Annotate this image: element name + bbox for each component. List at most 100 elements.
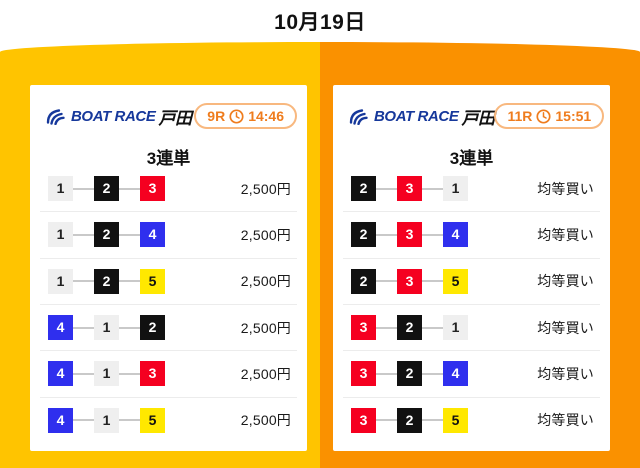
date-header: 10月19日: [274, 11, 366, 34]
boat-number-chip-3: 3: [140, 361, 165, 387]
boat-number-chip-2: 2: [94, 176, 119, 202]
boat-number-chip-1: 1: [94, 407, 119, 433]
connector-line: [119, 280, 140, 283]
race-badge: 9R 14:46: [194, 103, 297, 129]
boat-number-chip-5: 5: [140, 268, 165, 294]
boat-number-chip-1: 1: [48, 222, 73, 248]
boat-number-chip-4: 4: [48, 315, 73, 341]
connector-line: [119, 233, 140, 236]
boat-race-logo: BOAT RACE 戸田: [349, 104, 495, 129]
bet-value: 均等買い: [537, 226, 594, 243]
race-number: 11R: [507, 108, 533, 124]
boat-race-swoosh-icon: [46, 108, 66, 125]
connector-line: [119, 419, 140, 422]
boat-number-chip-3: 3: [351, 361, 376, 387]
bet-value: 均等買い: [537, 273, 594, 290]
race-card-left: BOAT RACE 戸田 9R 14:46 3連単 1 2 3 2,500円 1 2 4 2,…: [30, 85, 307, 451]
connector-line: [376, 280, 397, 283]
race-badge: 11R 15:51: [494, 103, 605, 129]
connector-line: [73, 187, 94, 190]
bet-row: 4 1 2 2,500円: [40, 303, 297, 350]
bet-rows-list: 1 2 3 2,500円 1 2 4 2,500円 1 2 5 2,500円 4 1 2 2,500円 4 1 3 2…: [30, 166, 307, 443]
connector-line: [376, 326, 397, 329]
connector-line: [422, 187, 443, 190]
bet-row: 2 3 1 均等買い: [343, 166, 600, 211]
boat-number-chip-1: 1: [443, 176, 468, 202]
connector-line: [119, 326, 140, 329]
boat-number-chip-1: 1: [94, 361, 119, 387]
connector-line: [73, 372, 94, 375]
boat-number-chip-4: 4: [443, 361, 468, 387]
venue-text: 戸田: [461, 108, 495, 128]
bet-row: 1 2 5 2,500円: [40, 257, 297, 304]
brand-text: BOAT RACE: [71, 107, 156, 125]
clock-icon: [536, 108, 551, 124]
card-header: BOAT RACE 戸田 9R 14:46: [30, 85, 307, 130]
connector-line: [73, 280, 94, 283]
boat-number-chip-3: 3: [140, 176, 165, 202]
boat-number-chip-4: 4: [48, 407, 73, 433]
boat-number-chip-2: 2: [351, 222, 376, 248]
connector-line: [119, 187, 140, 190]
boat-number-chip-3: 3: [351, 407, 376, 433]
bet-row: 3 2 1 均等買い: [343, 303, 600, 350]
bet-row: 2 3 4 均等買い: [343, 211, 600, 257]
bet-row: 3 2 4 均等買い: [343, 350, 600, 396]
connector-line: [422, 326, 443, 329]
connector-line: [73, 419, 94, 422]
connector-line: [376, 187, 397, 190]
boat-number-chip-5: 5: [443, 268, 468, 294]
bet-value: 均等買い: [537, 180, 594, 197]
connector-line: [376, 233, 397, 236]
bet-value: 2,500円: [240, 412, 291, 429]
bet-value: 2,500円: [240, 365, 291, 382]
bet-row: 3 2 5 均等買い: [343, 396, 600, 443]
boat-number-chip-1: 1: [48, 176, 73, 202]
connector-line: [73, 326, 94, 329]
boat-number-chip-2: 2: [140, 315, 165, 341]
connector-line: [73, 233, 94, 236]
connector-line: [119, 372, 140, 375]
bet-row: 2 3 5 均等買い: [343, 257, 600, 304]
bet-type-title: 3連単: [449, 149, 494, 168]
bet-row: 1 2 3 2,500円: [40, 166, 297, 211]
bet-value: 均等買い: [537, 319, 594, 336]
boat-race-logo: BOAT RACE 戸田: [46, 104, 192, 129]
boat-number-chip-1: 1: [48, 268, 73, 294]
boat-number-chip-1: 1: [443, 315, 468, 341]
bet-value: 2,500円: [240, 273, 291, 290]
brand-text: BOAT RACE: [374, 107, 459, 125]
connector-line: [376, 419, 397, 422]
connector-line: [376, 372, 397, 375]
bet-rows-list: 2 3 1 均等買い 2 3 4 均等買い 2 3 5 均等買い 3 2 1 均等買い 3 2 4 均等買い 3 2 5 均等…: [333, 166, 610, 443]
boat-number-chip-5: 5: [443, 407, 468, 433]
boat-number-chip-3: 3: [397, 176, 422, 202]
boat-number-chip-4: 4: [48, 361, 73, 387]
connector-line: [422, 372, 443, 375]
race-time: 14:46: [248, 108, 284, 124]
card-header: BOAT RACE 戸田 11R 15:51: [333, 85, 610, 130]
bet-value: 均等買い: [537, 412, 594, 429]
boat-number-chip-3: 3: [397, 222, 422, 248]
boat-number-chip-2: 2: [94, 222, 119, 248]
boat-number-chip-3: 3: [397, 268, 422, 294]
boat-number-chip-4: 4: [140, 222, 165, 248]
bet-row: 4 1 5 2,500円: [40, 396, 297, 443]
race-card-right: BOAT RACE 戸田 11R 15:51 3連単 2 3 1 均等買い 2 3 4 均等買…: [333, 85, 610, 451]
connector-line: [422, 233, 443, 236]
boat-number-chip-2: 2: [94, 268, 119, 294]
boat-number-chip-2: 2: [351, 176, 376, 202]
bet-value: 2,500円: [240, 226, 291, 243]
boat-number-chip-5: 5: [140, 407, 165, 433]
